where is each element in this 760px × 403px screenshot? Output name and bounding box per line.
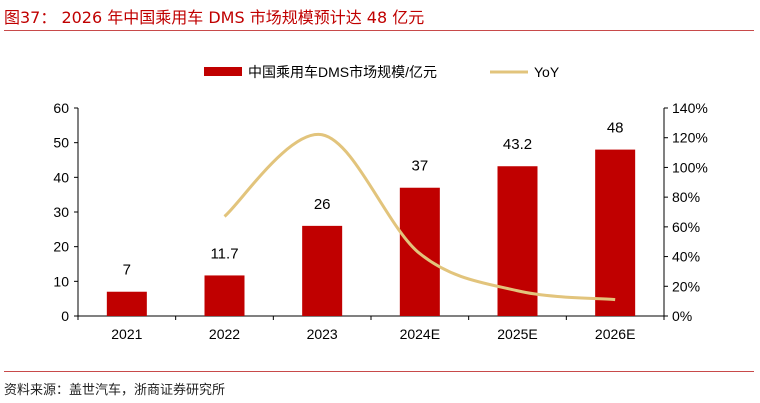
right-tick-label: 80% [672, 189, 700, 205]
figure-title: 图37： 2026 年中国乘用车 DMS 市场规模预计达 48 亿元 [4, 8, 425, 27]
x-tick-label: 2026E [595, 326, 635, 342]
right-tick-label: 0% [672, 308, 692, 324]
legend-bar-label: 中国乘用车DMS市场规模/亿元 [248, 64, 437, 80]
right-tick-label: 20% [672, 278, 700, 294]
left-tick-label: 30 [53, 204, 69, 220]
right-tick-label: 100% [672, 159, 708, 175]
right-tick-label: 60% [672, 219, 700, 235]
source-divider [4, 371, 754, 372]
x-tick-label: 2024E [400, 326, 440, 342]
left-tick-label: 60 [53, 100, 69, 116]
bar-data-label: 43.2 [503, 136, 532, 153]
right-tick-label: 120% [672, 130, 708, 146]
yoy-line [223, 133, 616, 302]
bar-2023 [302, 225, 343, 316]
bar-2026E [595, 149, 636, 316]
bar-data-label: 11.7 [210, 245, 238, 262]
legend-line-label: YoY [534, 64, 560, 80]
x-tick-label: 2025E [497, 326, 537, 342]
left-tick-label: 20 [53, 239, 69, 255]
left-tick-label: 40 [53, 169, 69, 185]
x-tick-label: 2022 [209, 326, 240, 342]
title-divider [4, 30, 754, 31]
bar-data-label: 48 [607, 120, 624, 137]
left-tick-label: 10 [53, 273, 69, 289]
x-tick-label: 2023 [307, 326, 338, 342]
legend-bar-swatch [204, 67, 242, 76]
bar-2022 [204, 275, 245, 316]
right-tick-label: 40% [672, 249, 700, 265]
left-tick-label: 50 [53, 135, 69, 151]
source-note: 资料来源：盖世汽车，浙商证券研究所 [4, 383, 226, 398]
left-tick-label: 0 [61, 308, 69, 324]
bar-data-label: 26 [314, 196, 331, 213]
bar-data-label: 37 [411, 158, 428, 175]
bar-data-label: 7 [123, 262, 131, 279]
x-tick-label: 2021 [111, 326, 142, 342]
right-tick-label: 140% [672, 100, 708, 116]
bar-2021 [106, 291, 147, 316]
